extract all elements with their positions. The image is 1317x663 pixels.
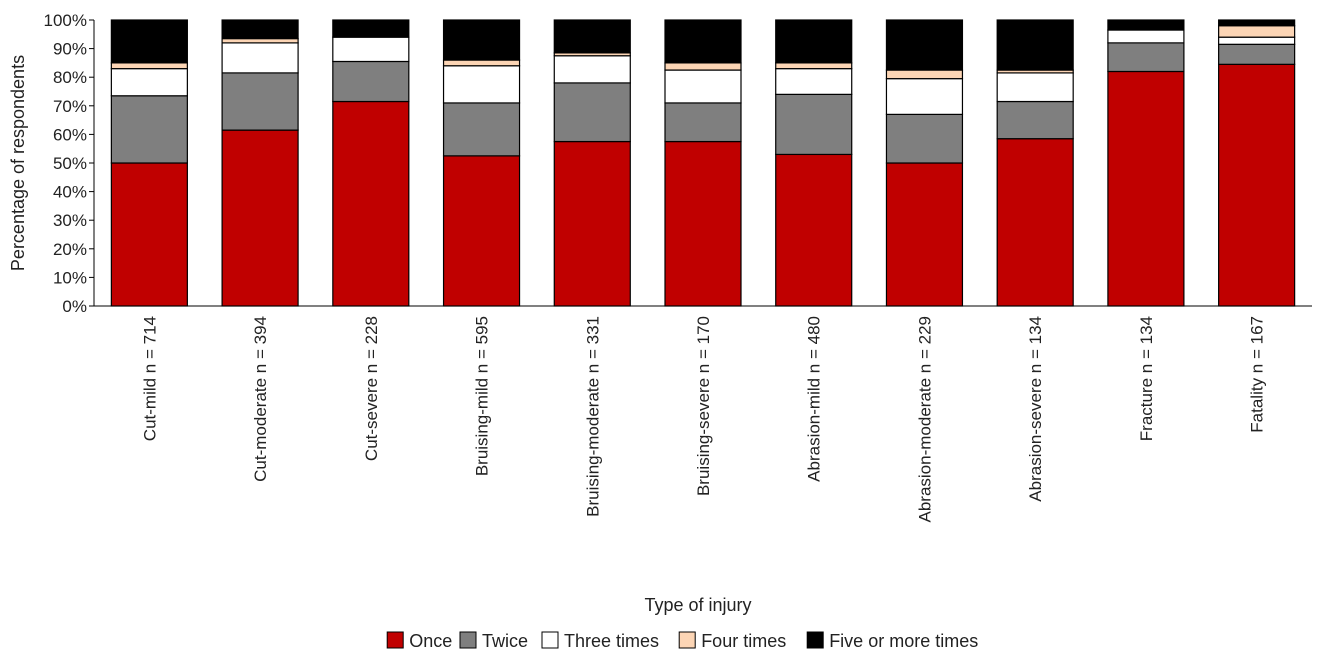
legend-swatch [541, 631, 559, 649]
bar-segment [664, 69, 742, 104]
bar-segment [996, 138, 1074, 307]
bar-segment [332, 100, 410, 307]
x-tick-label: Abrasion-mild n = 480 [805, 316, 824, 482]
y-tick-label: 30% [53, 211, 87, 230]
bar-segment [885, 78, 964, 115]
x-tick-label: Fracture n = 134 [1137, 316, 1156, 441]
x-tick-label: Cut-severe n = 228 [362, 316, 381, 461]
bar-segment [442, 155, 521, 307]
bar-segment [110, 95, 188, 164]
bar-segment [664, 140, 742, 307]
bar-segment [664, 102, 742, 143]
legend-swatch [678, 631, 696, 649]
bar-segment [221, 42, 299, 74]
legend-label: Five or more times [829, 631, 978, 651]
y-tick-label: 40% [53, 183, 87, 202]
bar-segment [221, 129, 299, 307]
bar-segment [996, 72, 1074, 103]
bar-segment [996, 100, 1074, 140]
legend-label: Twice [482, 631, 528, 651]
y-tick-label: 50% [53, 154, 87, 173]
x-tick-label: Cut-moderate n = 394 [251, 316, 270, 482]
bar-segment [775, 62, 853, 70]
y-axis-label: Percentage of respondents [8, 55, 28, 271]
x-tick-label: Abrasion-moderate n = 229 [915, 316, 934, 523]
y-tick-label: 70% [53, 97, 87, 116]
bar-segment [553, 82, 631, 143]
bar-segment [442, 102, 521, 157]
y-tick-label: 100% [44, 11, 87, 30]
bar-segment [332, 60, 410, 103]
bar-segment [553, 140, 631, 307]
y-tick-label: 60% [53, 125, 87, 144]
bar-segment [775, 153, 853, 307]
y-tick-label: 0% [62, 297, 87, 316]
x-tick-label: Fatality n = 167 [1248, 316, 1267, 433]
bar-segment [332, 36, 410, 63]
bar-segment [885, 113, 964, 164]
bar-segment [553, 19, 631, 54]
y-tick-label: 20% [53, 240, 87, 259]
bar-segment [110, 19, 188, 64]
bar-segment [221, 37, 299, 44]
bar-segment [332, 19, 410, 38]
legend-label: Three times [564, 631, 659, 651]
legend-swatch [386, 631, 404, 649]
y-tick-label: 90% [53, 40, 87, 59]
x-tick-label: Bruising-severe n = 170 [694, 316, 713, 496]
bar-segment [1218, 43, 1296, 65]
bar-segment [1218, 36, 1296, 45]
bar-segment [442, 65, 521, 104]
bar-segment [1107, 70, 1185, 307]
y-tick-label: 80% [53, 68, 87, 87]
bar-segment [1218, 63, 1296, 307]
bar-segment [775, 93, 853, 156]
x-axis-label: Type of injury [644, 595, 751, 615]
plot-area: 0% 10% 20% 30% 40% 50% 60% 70% 80% 90% 100% Cut-mil… [44, 11, 1312, 523]
y-axis-title: Percentage of respondents [8, 55, 28, 271]
bar-segment [1218, 25, 1296, 38]
x-tick-label: Bruising-mild n = 595 [473, 316, 492, 476]
bar-segment [1107, 19, 1185, 31]
legend-label: Four times [701, 631, 786, 651]
bar-segment [1218, 19, 1296, 27]
x-tick-label: Bruising-moderate n = 331 [583, 316, 602, 517]
bar-segment [885, 19, 964, 71]
bar-segment [996, 19, 1074, 71]
bar-segment [110, 162, 188, 307]
bar-segment [1107, 29, 1185, 44]
legend-label: Once [409, 631, 452, 651]
bar-segment [664, 62, 742, 71]
legend: Once Twice Three times Four times Five or mo… [386, 631, 978, 651]
bar-segment [885, 69, 964, 80]
bar-segment [221, 19, 299, 40]
legend-swatch [459, 631, 477, 649]
bar-segment [664, 19, 742, 64]
y-tick-label: 10% [53, 268, 87, 287]
bar-segment [775, 19, 853, 64]
x-tick-label: Cut-mild n = 714 [140, 316, 159, 441]
bar-segment [442, 19, 521, 61]
bar-segment [221, 72, 299, 131]
bar-segment [553, 55, 631, 84]
x-tick-label: Abrasion-severe n = 134 [1026, 316, 1045, 502]
bar-segment [775, 68, 853, 95]
legend-swatch [806, 631, 824, 649]
bar-segment [885, 162, 964, 307]
bar-segment [1107, 42, 1185, 73]
bar-segment [110, 68, 188, 97]
bar-segment [442, 59, 521, 67]
bar-segment [110, 62, 188, 70]
